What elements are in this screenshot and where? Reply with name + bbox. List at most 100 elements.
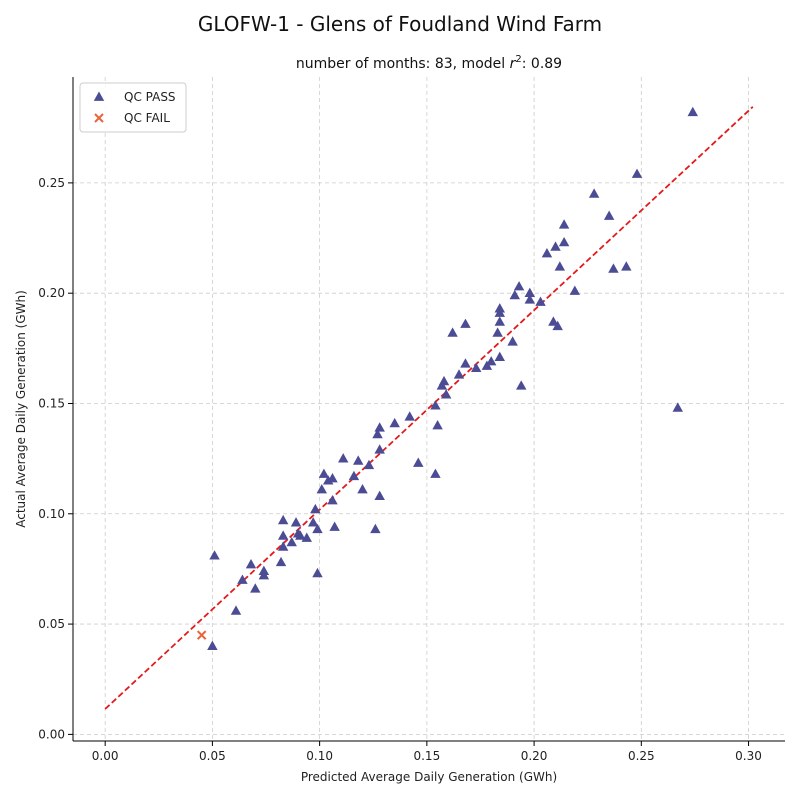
y-tick-label: 0.25: [38, 176, 65, 190]
y-tick-label: 0.10: [38, 507, 65, 521]
data-point: [404, 411, 415, 421]
data-point: [370, 523, 381, 534]
data-point: [509, 289, 521, 300]
x-tick-label: 0.05: [199, 749, 226, 763]
data-point: [513, 281, 525, 291]
data-point: [327, 495, 338, 505]
y-tick-label: 0.15: [38, 396, 65, 410]
data-point: [494, 316, 505, 326]
chart-subtitle: number of months: 83, model r2: 0.89: [296, 54, 562, 72]
data-point: [230, 605, 242, 615]
x-tick-label: 0.15: [413, 749, 440, 763]
data-point: [430, 468, 441, 478]
x-axis-ticks: 0.00 0.05 0.10 0.15 0.20 0.25 0.30: [92, 741, 762, 763]
data-point: [277, 514, 289, 525]
points-layer: [196, 106, 699, 650]
y-axis-label: Actual Average Daily Generation (GWh): [14, 290, 28, 528]
data-point: [621, 261, 632, 271]
data-point: [374, 422, 385, 432]
data-point: [687, 106, 699, 117]
data-point: [470, 362, 482, 373]
data-point: [310, 503, 321, 514]
data-point: [413, 457, 424, 467]
data-point: [353, 455, 364, 465]
data-point: [603, 210, 615, 220]
data-point: [550, 241, 561, 251]
data-point: [307, 517, 319, 527]
subtitle-r: r: [510, 56, 517, 72]
data-point: [535, 296, 546, 306]
data-point: [558, 236, 570, 247]
x-axis-label: Predicted Average Daily Generation (GWh): [301, 770, 557, 784]
data-point: [492, 327, 503, 337]
data-point: [554, 261, 566, 271]
data-point: [207, 640, 218, 650]
data-point: [374, 444, 385, 454]
x-tick-label: 0.20: [521, 749, 548, 763]
data-point: [312, 567, 323, 578]
data-point: [363, 459, 375, 470]
data-point: [440, 389, 452, 399]
subtitle-suffix: : 0.89: [522, 56, 562, 72]
data-point: [286, 536, 297, 547]
y-tick-label: 0.20: [38, 286, 65, 300]
data-point: [481, 360, 493, 370]
data-point: [237, 574, 248, 584]
data-point: [258, 570, 270, 580]
data-point: [447, 327, 458, 337]
data-point: [290, 517, 302, 527]
data-point: [357, 484, 368, 494]
x-tick-label: 0.00: [92, 749, 119, 763]
data-point: [372, 428, 383, 439]
data-point: [275, 556, 287, 567]
data-point: [494, 351, 505, 362]
data-point: [196, 630, 207, 640]
data-point: [245, 559, 257, 569]
data-point: [552, 320, 563, 331]
data-point: [524, 294, 536, 304]
data-point: [524, 287, 536, 298]
fit-line: [104, 106, 754, 710]
data-point: [250, 583, 261, 593]
legend-marker: [94, 113, 104, 123]
data-point: [337, 453, 349, 463]
data-point: [631, 168, 643, 178]
data-point: [209, 550, 220, 560]
x-tick-label: 0.10: [306, 749, 333, 763]
data-point: [432, 420, 443, 430]
data-point: [316, 484, 327, 494]
data-point: [318, 468, 330, 478]
legend-items: QC PASS QC FAIL: [93, 90, 176, 125]
data-point: [430, 400, 441, 410]
data-point: [608, 263, 619, 273]
data-point: [374, 490, 385, 500]
data-point: [312, 523, 323, 534]
data-point: [460, 358, 471, 368]
data-point: [485, 356, 497, 366]
data-point: [507, 336, 518, 346]
legend: QC PASS QC FAIL: [79, 82, 187, 133]
data-point: [588, 188, 600, 198]
data-point: [515, 380, 527, 390]
legend-marker: [93, 91, 105, 101]
data-point: [295, 530, 306, 540]
data-point: [348, 470, 360, 481]
chart-title: GLOFW-1 - Glens of Foudland Wind Farm: [198, 12, 602, 36]
x-tick-label: 0.25: [628, 749, 655, 763]
data-point: [436, 380, 448, 390]
legend-label: QC PASS: [124, 90, 176, 104]
grid: [73, 77, 785, 741]
data-point: [277, 530, 289, 540]
data-point: [389, 417, 400, 428]
data-point: [277, 541, 289, 551]
data-point: [569, 285, 581, 295]
x-tick-label: 0.30: [735, 749, 762, 763]
data-point: [460, 318, 471, 328]
data-point: [672, 402, 683, 412]
fit-line-layer: [104, 106, 754, 710]
data-point: [541, 247, 553, 258]
y-axis-ticks: 0.00 0.05 0.10 0.15 0.20 0.25: [38, 176, 73, 741]
data-point: [453, 369, 465, 379]
data-point: [548, 316, 559, 326]
